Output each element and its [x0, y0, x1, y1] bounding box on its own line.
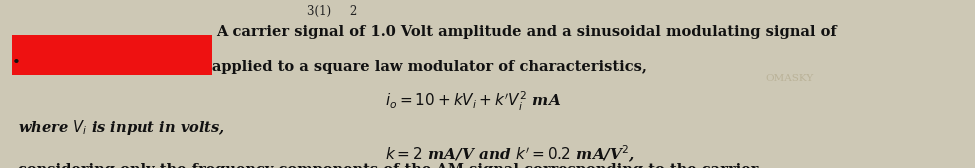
- Text: A carrier signal of 1.0 Volt amplitude and a sinusoidal modulating signal of: A carrier signal of 1.0 Volt amplitude a…: [216, 25, 838, 39]
- Text: 3(1)     2: 3(1) 2: [307, 5, 358, 18]
- Text: considering only the frequency components of the AM signal corresponding to the : considering only the frequency component…: [18, 163, 758, 168]
- Text: 0.5 V, put in series, are applied to a square law modulator of characteristics,: 0.5 V, put in series, are applied to a s…: [18, 60, 646, 74]
- Text: $k = 2$ mA/V and $k' = 0.2$ mA/V$^2$,: $k = 2$ mA/V and $k' = 0.2$ mA/V$^2$,: [385, 144, 635, 165]
- Text: $i_o = 10 + kV_i + k'V_i^2$ mA: $i_o = 10 + kV_i + k'V_i^2$ mA: [385, 90, 562, 113]
- Text: •: •: [12, 56, 20, 70]
- Bar: [12, 35, 212, 75]
- Text: where $V_i$ is input in volts,: where $V_i$ is input in volts,: [18, 118, 224, 137]
- Text: OMASKY: OMASKY: [765, 74, 813, 83]
